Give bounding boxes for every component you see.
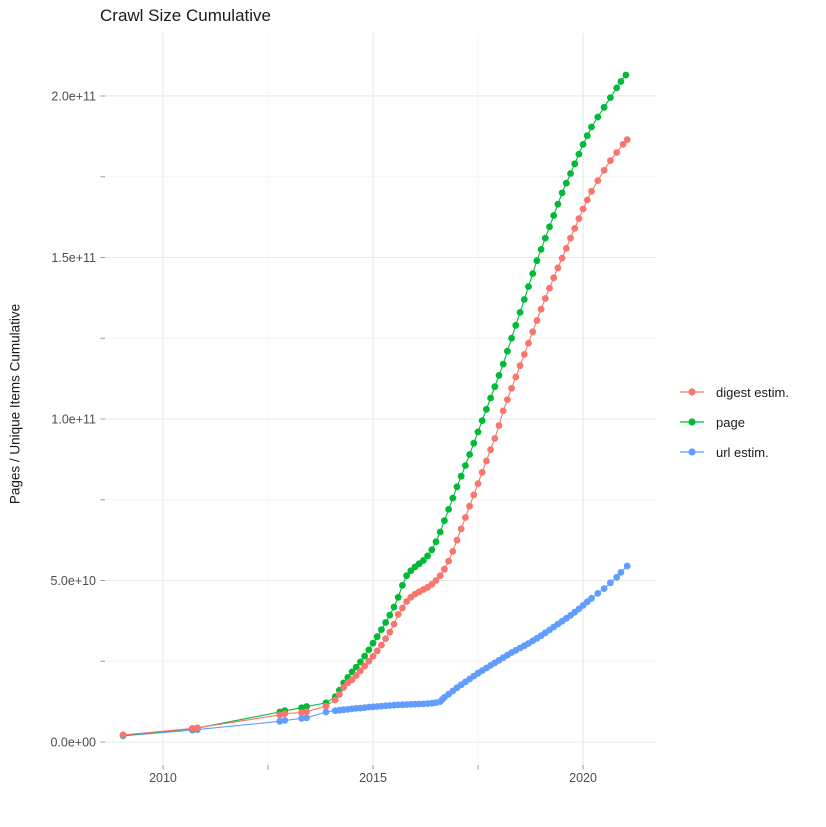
legend-label: digest estim. — [716, 384, 789, 400]
y-tick-label: 2.0e+11 — [51, 89, 96, 103]
x-tick-labels: 2010 2015 2020 — [149, 771, 597, 785]
y-axis-title: Pages / Unique Items Cumulative — [7, 303, 23, 505]
chart-title: Crawl Size Cumulative — [100, 6, 271, 25]
legend-item-digest-estim: digest estim. — [679, 377, 789, 407]
x-tick-label: 2010 — [149, 771, 177, 785]
x-tick-label: 2020 — [569, 771, 597, 785]
legend-label: page — [716, 414, 745, 430]
axis-tick-marks — [100, 95, 584, 770]
legend-item-url-estim: url estim. — [679, 437, 789, 467]
x-tick-label: 2015 — [359, 771, 387, 785]
legend-label: url estim. — [716, 444, 769, 460]
series-page — [119, 71, 630, 739]
page-key-icon — [680, 418, 704, 426]
y-tick-labels: 0.0e+00 5.0e+10 1.0e+11 1.5e+11 2.0e+11 — [50, 89, 96, 749]
gridlines-minor — [105, 33, 657, 765]
series-digest-estim — [119, 136, 631, 739]
y-tick-label: 5.0e+10 — [50, 574, 96, 588]
digest-estim-key-icon — [680, 388, 704, 396]
y-tick-label: 0.0e+00 — [50, 736, 96, 750]
legend-item-page: page — [679, 407, 789, 437]
gridlines-major — [105, 33, 657, 765]
series-url-estim — [119, 562, 631, 740]
y-tick-label: 1.0e+11 — [51, 412, 96, 426]
y-tick-label: 1.5e+11 — [51, 251, 96, 265]
url-estim-key-icon — [680, 448, 704, 456]
legend: digest estim. page url estim. — [679, 377, 789, 467]
